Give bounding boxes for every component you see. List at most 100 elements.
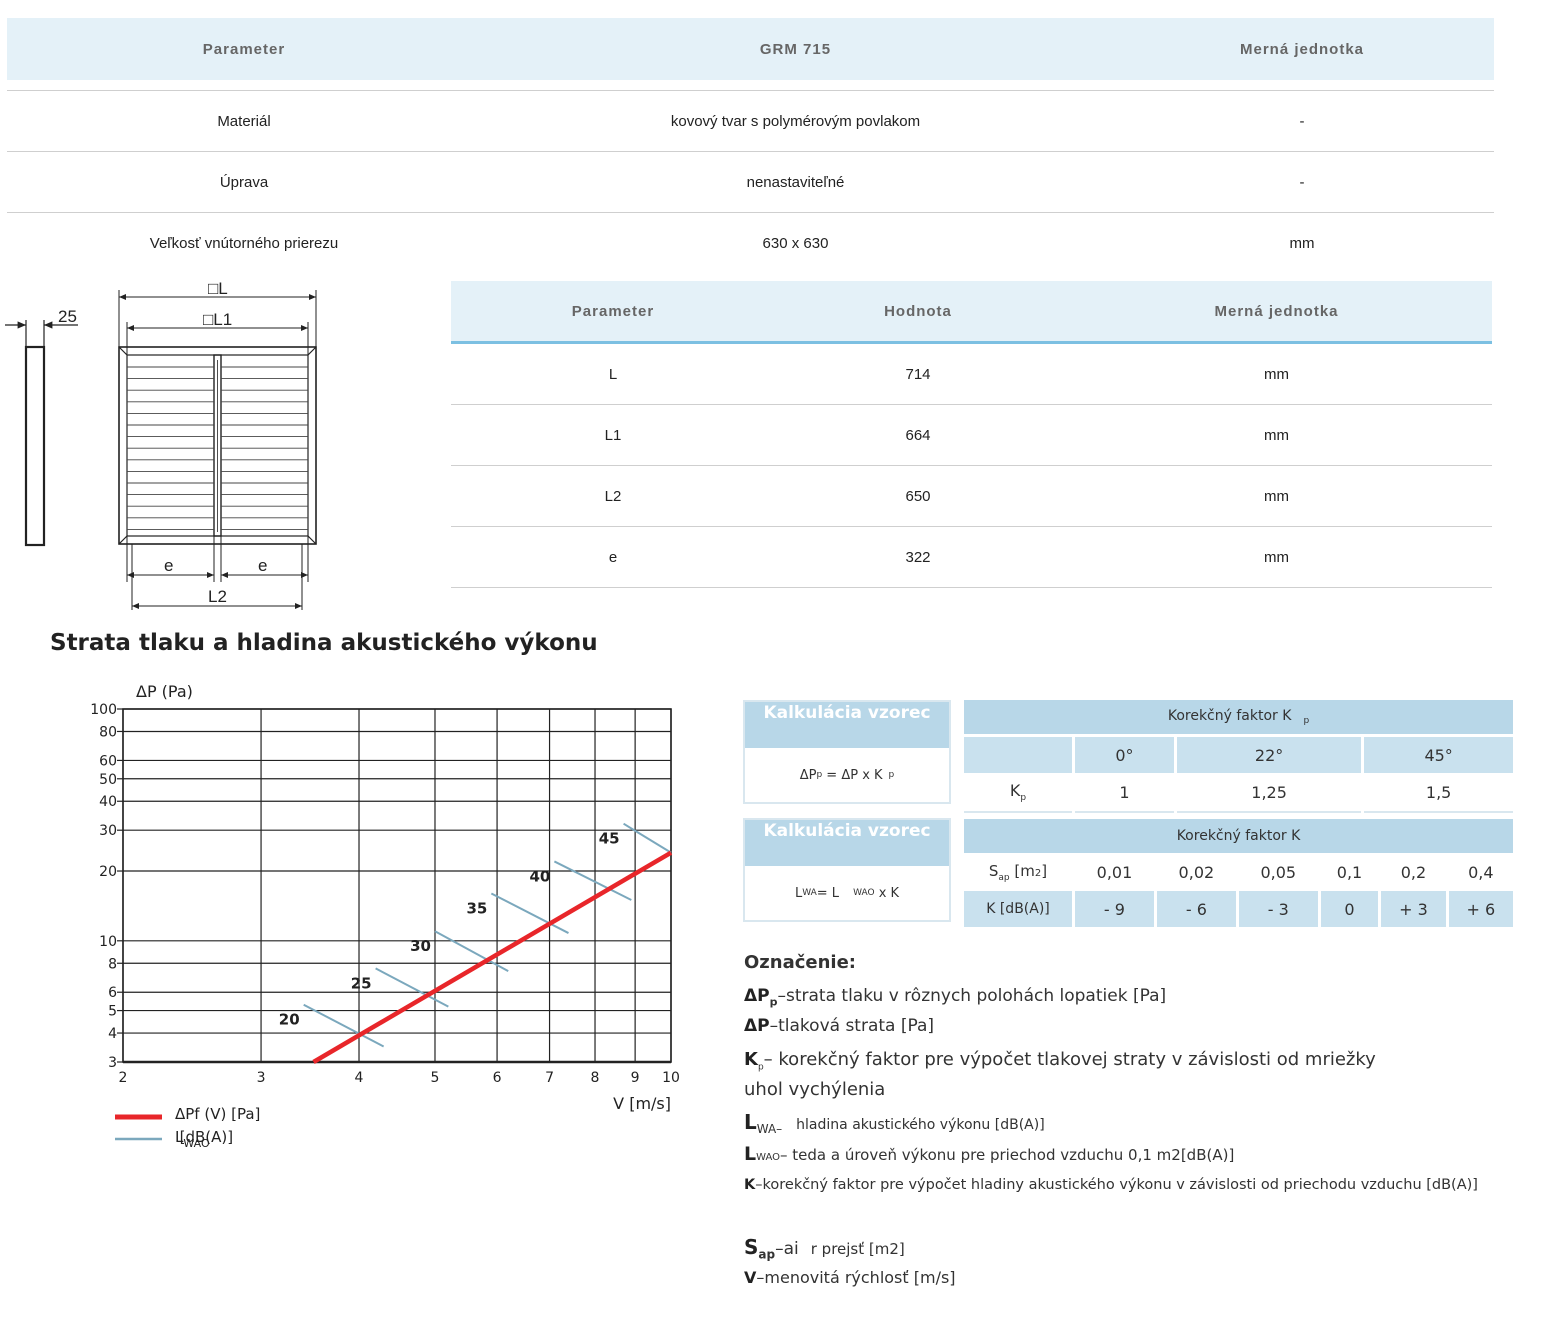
table-cell: L2: [451, 465, 775, 527]
table-cell: mm: [1061, 526, 1492, 588]
s-value: 0,01: [1096, 862, 1133, 882]
x-tick-label: 10: [662, 1070, 680, 1086]
lwa-label: 45: [599, 830, 620, 848]
calc-title: Kalkulácia vzorec: [745, 820, 949, 866]
k-table-title: Korekčný faktor K: [964, 819, 1513, 853]
table-cell: -: [1110, 151, 1494, 213]
dim-thickness-label: 25: [58, 307, 77, 326]
lwa-line: [490, 892, 569, 934]
lwa-label: 25: [351, 974, 372, 992]
column-header: Hodnota: [775, 281, 1061, 344]
y-tick-label: 60: [99, 753, 117, 769]
table-cell: Materiál: [7, 90, 481, 152]
table-cell: 664: [775, 404, 1061, 466]
notation-item: LWAO– teda a úroveň výkonu pre priechod …: [744, 1143, 1235, 1165]
kp-value: 1,5: [1364, 773, 1513, 813]
table-row: L2 650 mm: [451, 465, 1492, 527]
table-row: Veľkosť vnútorného prierezu 630 x 630 mm: [7, 213, 1494, 274]
x-tick-label: 7: [545, 1070, 554, 1086]
column-header: GRM 715: [481, 18, 1110, 80]
y-tick-label: 6: [108, 985, 117, 1001]
s-value: 0,02: [1178, 862, 1215, 882]
table-cell: 322: [775, 526, 1061, 588]
notation-item: Sap–ai r prejsť [m2]: [744, 1235, 905, 1262]
table-row: L 714 mm: [451, 342, 1492, 405]
lwa-label: 30: [410, 937, 431, 955]
series-line-pressure: [312, 850, 673, 1064]
lwa-line: [434, 930, 509, 972]
column-header: Merná jednotka: [1110, 18, 1494, 80]
column-header: Merná jednotka: [1061, 281, 1492, 344]
notation-item: ΔPp–strata tlaku v rôznych polohách lopa…: [744, 986, 1167, 1009]
table-header-row: Parameter Hodnota Merná jednotka: [451, 281, 1492, 344]
table-cell: L: [451, 342, 775, 405]
k-value: - 9: [1075, 891, 1154, 927]
table-header-row: Parameter GRM 715 Merná jednotka: [7, 18, 1494, 80]
table-cell: mm: [1061, 342, 1492, 405]
y-tick-label: 3: [108, 1055, 117, 1071]
y-tick-label: 80: [99, 724, 117, 740]
y-tick-label: 10: [99, 934, 117, 950]
x-tick-label: 2: [119, 1070, 128, 1086]
y-tick-label: 40: [99, 794, 117, 810]
s-value: 0,1: [1336, 862, 1363, 882]
notation-item-cont: uhol vychýlenia: [744, 1079, 886, 1100]
y-tick-label: 8: [108, 956, 117, 972]
table-cell: mm: [1061, 465, 1492, 527]
x-tick-label: 6: [493, 1070, 502, 1086]
x-tick-label: 8: [591, 1070, 600, 1086]
table-cell: nenastaviteľné: [481, 151, 1110, 213]
s-value: 0,05: [1260, 862, 1297, 882]
notation-heading: Označenie:: [744, 952, 857, 973]
k-value: - 6: [1156, 891, 1236, 927]
dim-L-label: □L: [208, 279, 228, 298]
table-cell: Veľkosť vnútorného prierezu: [149, 234, 339, 252]
lwa-line: [553, 860, 632, 901]
table-cell: Úprava: [7, 151, 481, 213]
lwa-label: 20: [279, 1011, 300, 1029]
k-value: + 6: [1448, 891, 1513, 927]
table-cell: 650: [775, 465, 1061, 527]
s-value: 0,4: [1468, 862, 1494, 882]
table-cell: e: [451, 526, 775, 588]
table-cell: mm: [1289, 234, 1315, 252]
angle-header: 22°: [1176, 737, 1362, 773]
legend-label: LWAO[dB(A)]: [175, 1128, 233, 1150]
section-title: Strata tlaku a hladina akustického výkon…: [50, 630, 598, 656]
kp-value: 1,25: [1176, 773, 1362, 813]
lwa-line: [303, 1003, 385, 1048]
column-header: Parameter: [451, 281, 775, 344]
y-tick-label: 5: [108, 1004, 117, 1020]
notation-item: K–korekčný faktor pre výpočet hladiny ak…: [744, 1177, 1478, 1193]
s-value: 0,2: [1400, 862, 1427, 882]
y-tick-label: 100: [90, 702, 117, 718]
x-axis-label: V [m/s]: [613, 1094, 671, 1113]
notation-item: Kp– korekčný faktor pre výpočet tlakovej…: [744, 1049, 1376, 1073]
table-cell: kovový tvar s polymérovým povlakom: [481, 90, 1110, 152]
notation-item: ΔP–tlaková strata [Pa]: [744, 1016, 935, 1036]
dim-L1-label: □L1: [203, 310, 232, 329]
x-tick-label: 5: [431, 1070, 440, 1086]
kp-row-label: Kp: [964, 773, 1072, 813]
table-cell: 630 x 630: [762, 234, 829, 252]
parameters-table: Parameter GRM 715 Merná jednotka Materiá…: [7, 18, 1494, 273]
table-cell: L1: [451, 404, 775, 466]
calc-box-sound: Kalkulácia vzorec L WA = L WAO x K: [743, 818, 951, 922]
table-row: e 322 mm: [451, 526, 1492, 588]
y-tick-label: 50: [99, 772, 117, 788]
lwa-label: 40: [530, 867, 551, 885]
s-row-label: Sap [m2]: [988, 861, 1048, 883]
side-profile: [24, 345, 46, 547]
dimension-drawing: 25 □L □L1 e e L2: [5, 279, 317, 610]
k-value: + 3: [1381, 891, 1446, 927]
table-row: Materiál kovový tvar s polymérovým povla…: [7, 90, 1494, 152]
y-tick-label: 4: [108, 1026, 117, 1042]
angle-header: 45°: [1364, 737, 1513, 773]
grille-frame: [118, 346, 317, 545]
table-cell: -: [1110, 90, 1494, 152]
